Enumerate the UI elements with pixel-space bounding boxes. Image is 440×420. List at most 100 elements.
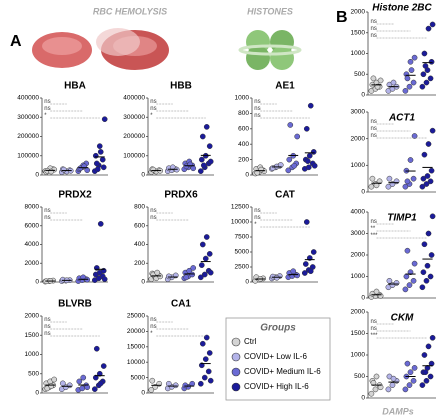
data-point bbox=[205, 368, 212, 375]
data-point bbox=[427, 178, 434, 185]
data-point bbox=[307, 102, 314, 109]
y-tick-label: 1500 bbox=[351, 29, 366, 36]
data-point bbox=[429, 21, 436, 28]
data-point bbox=[97, 221, 104, 227]
significance-label: ns bbox=[44, 208, 50, 214]
significance-label: ns bbox=[150, 99, 156, 105]
data-point bbox=[198, 262, 205, 268]
data-point bbox=[425, 230, 432, 237]
data-point bbox=[183, 274, 190, 281]
data-point bbox=[377, 293, 384, 299]
data-point bbox=[182, 382, 189, 389]
data-point bbox=[427, 273, 434, 280]
significance-label: *** bbox=[371, 333, 379, 339]
significance-label: ns bbox=[150, 215, 156, 221]
data-point bbox=[80, 374, 87, 381]
chart-title: CA1 bbox=[171, 299, 191, 310]
y-tick-label: 800 bbox=[238, 110, 249, 117]
data-point bbox=[60, 166, 67, 173]
data-point bbox=[291, 162, 298, 169]
y-tick-label: 5000 bbox=[131, 374, 146, 381]
data-point bbox=[406, 83, 413, 90]
data-point bbox=[199, 241, 206, 248]
significance-label: *** bbox=[371, 233, 379, 239]
data-point bbox=[425, 141, 432, 147]
significance-label: ns bbox=[371, 26, 377, 32]
chart-title: PRDX6 bbox=[164, 190, 198, 201]
histone-illustration bbox=[238, 30, 302, 70]
data-point bbox=[411, 54, 418, 61]
y-tick-label: 2000 bbox=[25, 313, 40, 320]
y-tick-label: 200000 bbox=[123, 133, 145, 140]
significance-label: ns bbox=[150, 324, 156, 330]
data-point bbox=[407, 58, 414, 65]
data-point bbox=[419, 382, 426, 388]
data-point bbox=[407, 157, 414, 163]
data-point bbox=[165, 273, 172, 280]
significance-label: ns bbox=[150, 106, 156, 112]
data-point bbox=[154, 269, 161, 276]
y-tick-label: 600 bbox=[134, 222, 145, 229]
y-tick-label: 2500 bbox=[235, 264, 250, 271]
data-point bbox=[310, 149, 317, 155]
data-point bbox=[390, 375, 397, 382]
data-point bbox=[305, 164, 312, 171]
significance-label: ns bbox=[254, 113, 260, 119]
data-point bbox=[429, 127, 436, 134]
y-tick-label: 200 bbox=[238, 156, 249, 163]
significance-label: ns bbox=[371, 319, 377, 325]
significance-label: ns bbox=[371, 326, 377, 332]
data-point bbox=[203, 234, 210, 240]
data-point bbox=[294, 133, 301, 140]
data-point bbox=[99, 156, 106, 163]
y-tick-label: 500 bbox=[28, 370, 39, 377]
y-tick-label: 4000 bbox=[351, 209, 366, 216]
y-tick-label: 8000 bbox=[25, 204, 40, 211]
legend-swatch bbox=[231, 382, 241, 392]
data-point bbox=[421, 50, 428, 57]
data-point bbox=[198, 156, 205, 163]
significance-label: ns bbox=[371, 33, 377, 39]
data-point bbox=[404, 75, 411, 82]
data-point bbox=[389, 382, 396, 388]
data-point bbox=[199, 133, 206, 140]
y-tick-label: 400 bbox=[134, 241, 145, 248]
data-point bbox=[150, 166, 157, 173]
significance-label: * bbox=[150, 331, 153, 337]
data-point bbox=[429, 334, 436, 341]
data-point bbox=[201, 271, 208, 278]
significance-label: ns bbox=[254, 208, 260, 214]
y-tick-label: 0 bbox=[361, 189, 365, 196]
data-point bbox=[422, 63, 429, 69]
y-tick-label: 10000 bbox=[127, 359, 145, 366]
data-point bbox=[402, 88, 409, 94]
data-point bbox=[393, 280, 400, 286]
data-point bbox=[307, 268, 314, 275]
y-tick-label: 1000 bbox=[351, 352, 366, 359]
data-point bbox=[285, 167, 292, 174]
data-point bbox=[429, 213, 436, 220]
panel-label: B bbox=[336, 9, 348, 26]
y-tick-label: 400000 bbox=[123, 95, 145, 102]
data-point bbox=[410, 377, 417, 384]
significance-label: ns bbox=[371, 126, 377, 132]
data-point bbox=[421, 151, 428, 158]
data-point bbox=[207, 377, 214, 384]
y-tick-label: 2000 bbox=[25, 260, 40, 267]
significance-label: * bbox=[254, 222, 257, 228]
y-tick-label: 400000 bbox=[17, 95, 39, 102]
chart-title: CAT bbox=[275, 190, 295, 201]
data-point bbox=[277, 162, 284, 168]
chart-title: AE1 bbox=[275, 81, 295, 92]
data-point bbox=[420, 269, 427, 276]
data-point bbox=[372, 386, 379, 393]
data-point bbox=[48, 383, 55, 389]
data-point bbox=[304, 158, 311, 164]
y-tick-label: 20000 bbox=[127, 328, 145, 335]
rbc-illustration bbox=[32, 28, 169, 70]
data-point bbox=[96, 143, 103, 149]
y-tick-label: 2000 bbox=[351, 9, 366, 16]
data-point bbox=[59, 380, 66, 387]
data-point bbox=[373, 288, 380, 295]
